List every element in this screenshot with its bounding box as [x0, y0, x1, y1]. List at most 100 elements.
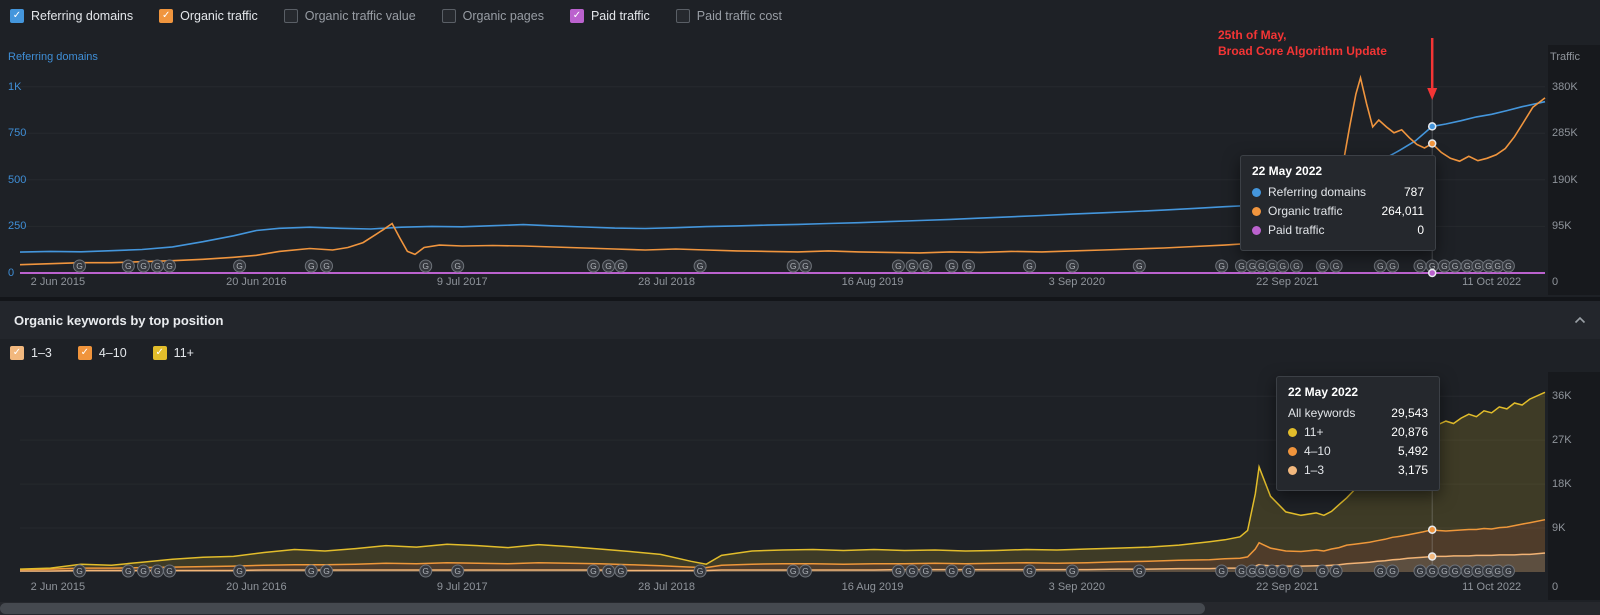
google-update-marker-icon[interactable]	[320, 259, 333, 273]
google-update-marker-icon[interactable]	[919, 259, 933, 273]
google-update-marker-icon[interactable]	[586, 564, 600, 578]
google-update-marker-icon[interactable]	[233, 259, 247, 273]
google-update-marker-icon[interactable]	[1386, 259, 1399, 273]
legend-label: 11+	[173, 346, 194, 360]
checkbox-unchecked-icon[interactable]	[283, 9, 298, 23]
google-update-marker-icon[interactable]	[419, 259, 433, 273]
checkbox-checked-icon[interactable]: ✓	[10, 346, 24, 360]
crosshair-dot-icon	[1427, 139, 1437, 148]
tooltip-row-label: Paid traffic	[1268, 223, 1325, 237]
google-update-marker-icon[interactable]	[798, 259, 812, 273]
checkbox-unchecked-icon[interactable]	[441, 9, 456, 23]
google-update-marker-icon[interactable]	[1065, 564, 1079, 578]
google-update-marker-icon[interactable]	[451, 564, 465, 578]
google-update-marker-icon[interactable]	[1276, 564, 1290, 578]
series-dot-icon	[1288, 427, 1297, 437]
section-header[interactable]: Organic keywords by top position	[0, 301, 1600, 339]
google-update-marker-icon[interactable]	[586, 259, 600, 273]
svg-text:G: G	[965, 261, 972, 271]
checkbox-checked-icon[interactable]: ✓	[152, 346, 167, 360]
google-update-marker-icon[interactable]	[798, 564, 812, 578]
checkbox-checked-icon[interactable]: ✓	[77, 346, 92, 360]
svg-text:G: G	[422, 566, 429, 576]
google-update-marker-icon[interactable]	[891, 564, 905, 578]
google-update-marker-icon[interactable]	[1289, 259, 1303, 273]
svg-text:G: G	[1429, 261, 1436, 271]
google-update-marker-icon[interactable]	[1289, 564, 1303, 578]
google-update-marker-icon[interactable]	[1132, 564, 1146, 578]
google-update-marker-icon[interactable]	[945, 259, 959, 273]
google-update-marker-icon[interactable]	[905, 564, 919, 578]
google-update-marker-icon[interactable]	[163, 564, 176, 578]
google-update-marker-icon[interactable]	[121, 564, 135, 578]
google-update-marker-icon[interactable]	[962, 564, 975, 578]
legend-item-organic-traffic-value[interactable]: Organic traffic value	[283, 9, 416, 23]
google-update-marker-icon[interactable]	[233, 564, 247, 578]
horizontal-scrollbar-thumb[interactable]	[0, 603, 1205, 614]
svg-text:G: G	[1417, 261, 1424, 271]
annotation-line-2: Broad Core Algorithm Update	[1218, 44, 1387, 58]
svg-text:G: G	[1136, 261, 1143, 271]
svg-text:G: G	[922, 566, 929, 576]
google-update-marker-icon[interactable]	[121, 259, 135, 273]
google-update-marker-icon[interactable]	[73, 259, 86, 273]
legend-item-referring-domains[interactable]: ✓ Referring domains	[10, 9, 133, 23]
google-update-marker-icon[interactable]	[891, 259, 905, 273]
collapse-chevron-icon[interactable]	[1574, 316, 1586, 324]
svg-text:G: G	[1069, 261, 1076, 271]
checkbox-checked-icon[interactable]: ✓	[10, 9, 24, 23]
legend-item-organic-pages[interactable]: Organic pages	[441, 9, 544, 23]
svg-text:G: G	[1377, 261, 1384, 271]
legend-item-paid-traffic-cost[interactable]: Paid traffic cost	[675, 9, 782, 23]
google-update-marker-icon[interactable]	[1023, 564, 1037, 578]
google-update-marker-icon[interactable]	[1329, 259, 1343, 273]
google-update-marker-icon[interactable]	[137, 564, 150, 578]
google-update-marker-icon[interactable]	[320, 564, 333, 578]
checkbox-checked-icon[interactable]: ✓	[159, 9, 174, 23]
legend-item-organic-traffic[interactable]: ✓ Organic traffic	[159, 9, 258, 23]
google-update-marker-icon[interactable]	[1215, 259, 1229, 273]
svg-text:G: G	[1026, 261, 1033, 271]
google-update-marker-icon[interactable]	[1501, 259, 1515, 273]
legend-item-position-11+[interactable]: ✓ 11+	[152, 346, 194, 360]
google-update-marker-icon[interactable]	[905, 259, 919, 273]
google-update-marker-icon[interactable]	[1276, 259, 1290, 273]
google-update-marker-icon[interactable]	[1315, 564, 1329, 578]
horizontal-scrollbar-track[interactable]	[0, 602, 1600, 615]
google-update-marker-icon[interactable]	[962, 259, 975, 273]
google-update-marker-icon[interactable]	[1315, 259, 1329, 273]
legend-item-paid-traffic[interactable]: ✓ Paid traffic	[569, 9, 650, 23]
checkbox-checked-icon[interactable]: ✓	[569, 9, 584, 23]
google-update-marker-icon[interactable]	[614, 564, 628, 578]
google-update-marker-icon[interactable]	[304, 564, 318, 578]
svg-text:G: G	[1218, 566, 1225, 576]
google-update-marker-icon[interactable]	[304, 259, 318, 273]
legend-item-position-4-10[interactable]: ✓ 4–10	[77, 346, 127, 360]
google-update-marker-icon[interactable]	[419, 564, 433, 578]
google-update-marker-icon[interactable]	[163, 259, 176, 273]
google-update-marker-icon[interactable]	[614, 259, 628, 273]
google-update-marker-icon[interactable]	[1023, 259, 1037, 273]
google-update-marker-icon[interactable]	[1386, 564, 1399, 578]
google-update-marker-icon[interactable]	[1215, 564, 1229, 578]
google-update-marker-icon[interactable]	[1065, 259, 1079, 273]
legend-item-position-1-3[interactable]: ✓ 1–3	[10, 346, 52, 360]
google-update-marker-icon[interactable]	[945, 564, 959, 578]
google-update-marker-icon[interactable]	[1501, 564, 1515, 578]
svg-text:G: G	[76, 261, 83, 271]
tooltip-row: Referring domains 787	[1252, 185, 1424, 199]
google-update-marker-icon[interactable]	[693, 564, 707, 578]
tooltip-row: 11+ 20,876	[1288, 425, 1428, 439]
google-update-marker-icon[interactable]	[73, 564, 86, 578]
google-update-marker-icon[interactable]	[137, 259, 150, 273]
google-update-marker-icon[interactable]	[693, 259, 707, 273]
google-update-marker-icon[interactable]	[919, 564, 933, 578]
google-update-marker-icon[interactable]	[1132, 259, 1146, 273]
svg-text:G: G	[1238, 566, 1245, 576]
svg-text:G: G	[948, 566, 955, 576]
svg-text:G: G	[154, 566, 161, 576]
google-update-marker-icon[interactable]	[451, 259, 465, 273]
google-update-marker-icon[interactable]	[1329, 564, 1343, 578]
checkbox-unchecked-icon[interactable]	[675, 9, 690, 23]
